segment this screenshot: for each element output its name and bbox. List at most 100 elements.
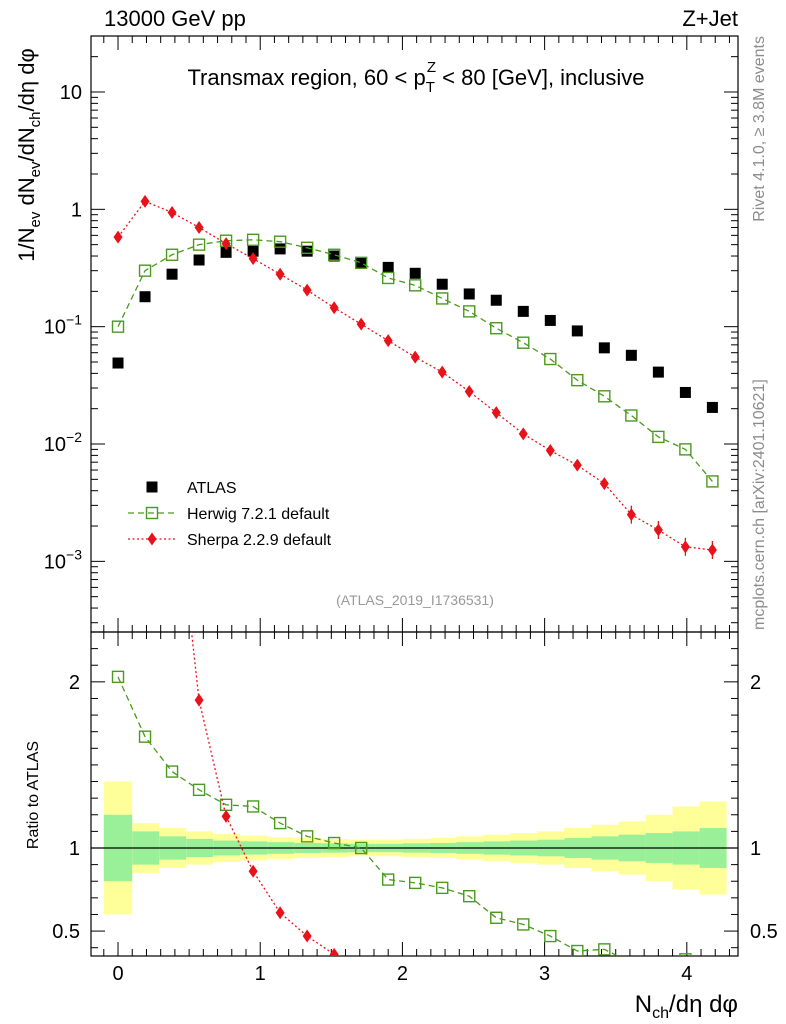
data-point xyxy=(301,245,313,257)
data-point xyxy=(140,194,150,208)
data-point xyxy=(490,322,503,335)
data-point xyxy=(409,267,421,279)
data-point xyxy=(491,406,501,420)
ratio-point xyxy=(165,765,179,778)
ratio-point xyxy=(248,864,258,878)
data-point xyxy=(625,349,637,361)
data-point xyxy=(490,294,502,306)
data-point xyxy=(598,342,610,354)
ratio-point xyxy=(246,800,260,813)
data-point xyxy=(436,292,449,305)
ratio-line xyxy=(190,632,341,956)
data-point xyxy=(571,373,584,387)
ratio-y-axis-title: Ratio to ATLAS xyxy=(25,741,42,849)
y-tick-label: 10 xyxy=(60,82,82,104)
ratio-series-herwig xyxy=(111,670,692,956)
data-point xyxy=(652,430,665,444)
data-point xyxy=(194,221,204,235)
data-point xyxy=(167,205,177,219)
ratio-line xyxy=(117,676,620,956)
ratio-point xyxy=(598,943,611,956)
data-point xyxy=(354,256,368,270)
data-point xyxy=(517,305,529,317)
legend-label: ATLAS xyxy=(187,480,237,497)
data-point xyxy=(355,257,367,269)
data-point xyxy=(679,386,691,398)
data-point xyxy=(706,475,719,488)
legend: ATLAS Herwig 7.2.1 default Sherpa 2.2.9 de… xyxy=(128,480,332,549)
ratio-point xyxy=(329,947,339,956)
ratio-point xyxy=(111,670,125,684)
ratio-point xyxy=(436,881,449,895)
ratio-y-tick-label-right: 2 xyxy=(750,672,761,694)
data-point xyxy=(463,305,476,318)
ratio-point xyxy=(490,911,503,924)
data-point xyxy=(246,233,260,246)
y-tick-label: 10−2 xyxy=(44,429,82,456)
ratio-y-tick-label: 2 xyxy=(69,672,80,694)
data-point xyxy=(653,523,663,537)
chart-title: Transmax region, 60 < pTZ < 80 [GeV], in… xyxy=(187,59,644,96)
data-point xyxy=(327,248,341,261)
ratio-y-tick-label: 1 xyxy=(69,838,80,860)
data-point xyxy=(300,241,314,255)
data-point xyxy=(436,278,448,290)
ratio-point xyxy=(571,944,584,956)
data-point xyxy=(463,288,475,300)
data-point xyxy=(248,252,258,266)
data-point xyxy=(274,243,286,255)
ratio-point xyxy=(463,889,476,903)
data-point xyxy=(165,248,179,261)
data-point xyxy=(409,279,422,292)
ratio-point xyxy=(192,783,206,797)
data-point xyxy=(707,543,717,557)
data-point xyxy=(166,268,178,280)
data-point xyxy=(599,477,609,491)
ratio-point xyxy=(679,953,692,956)
data-point xyxy=(328,250,340,262)
data-point xyxy=(275,267,285,281)
data-point xyxy=(382,261,394,273)
data-point xyxy=(544,314,556,326)
data-point xyxy=(571,325,583,337)
ratio-point xyxy=(517,918,530,931)
y-tick-label: 10−3 xyxy=(44,546,82,573)
x-tick-label: 4 xyxy=(681,963,692,985)
ratio-point xyxy=(409,876,422,890)
data-point xyxy=(517,336,530,349)
ratio-point xyxy=(138,730,152,743)
collision-energy-label: 13000 GeV pp xyxy=(104,6,246,31)
data-point xyxy=(383,334,393,348)
data-point xyxy=(598,390,611,403)
legend-marker xyxy=(147,532,157,546)
data-point xyxy=(625,409,638,422)
data-point xyxy=(437,365,447,379)
data-point xyxy=(112,357,124,369)
data-point xyxy=(545,444,555,458)
ratio-point xyxy=(302,929,312,943)
ratio-y-tick-label-right: 1 xyxy=(750,838,761,860)
ratio-frame xyxy=(90,631,739,957)
data-point xyxy=(544,352,557,366)
data-point xyxy=(247,245,259,257)
legend-marker xyxy=(146,481,158,493)
ratio-point xyxy=(354,841,368,855)
mcplots-label: mcplots.cern.ch [arXiv:2401.10621] xyxy=(751,379,768,630)
ratio-point xyxy=(327,836,341,850)
y-tick-label: 1 xyxy=(71,199,82,221)
data-point xyxy=(356,317,366,331)
x-tick-label: 2 xyxy=(397,963,408,985)
ratio-point xyxy=(357,958,366,971)
data-point xyxy=(572,458,582,472)
series-herwig xyxy=(111,233,719,488)
data-point xyxy=(221,237,231,251)
series-line xyxy=(117,200,713,551)
analysis-label: (ATLAS_2019_I1736531) xyxy=(336,592,494,608)
ratio-point xyxy=(544,929,557,943)
ratio-point xyxy=(275,906,285,920)
ratio-point xyxy=(273,816,287,830)
ratio-y-tick-label: 0.5 xyxy=(52,921,80,943)
data-point xyxy=(302,283,312,297)
data-point xyxy=(192,238,206,251)
